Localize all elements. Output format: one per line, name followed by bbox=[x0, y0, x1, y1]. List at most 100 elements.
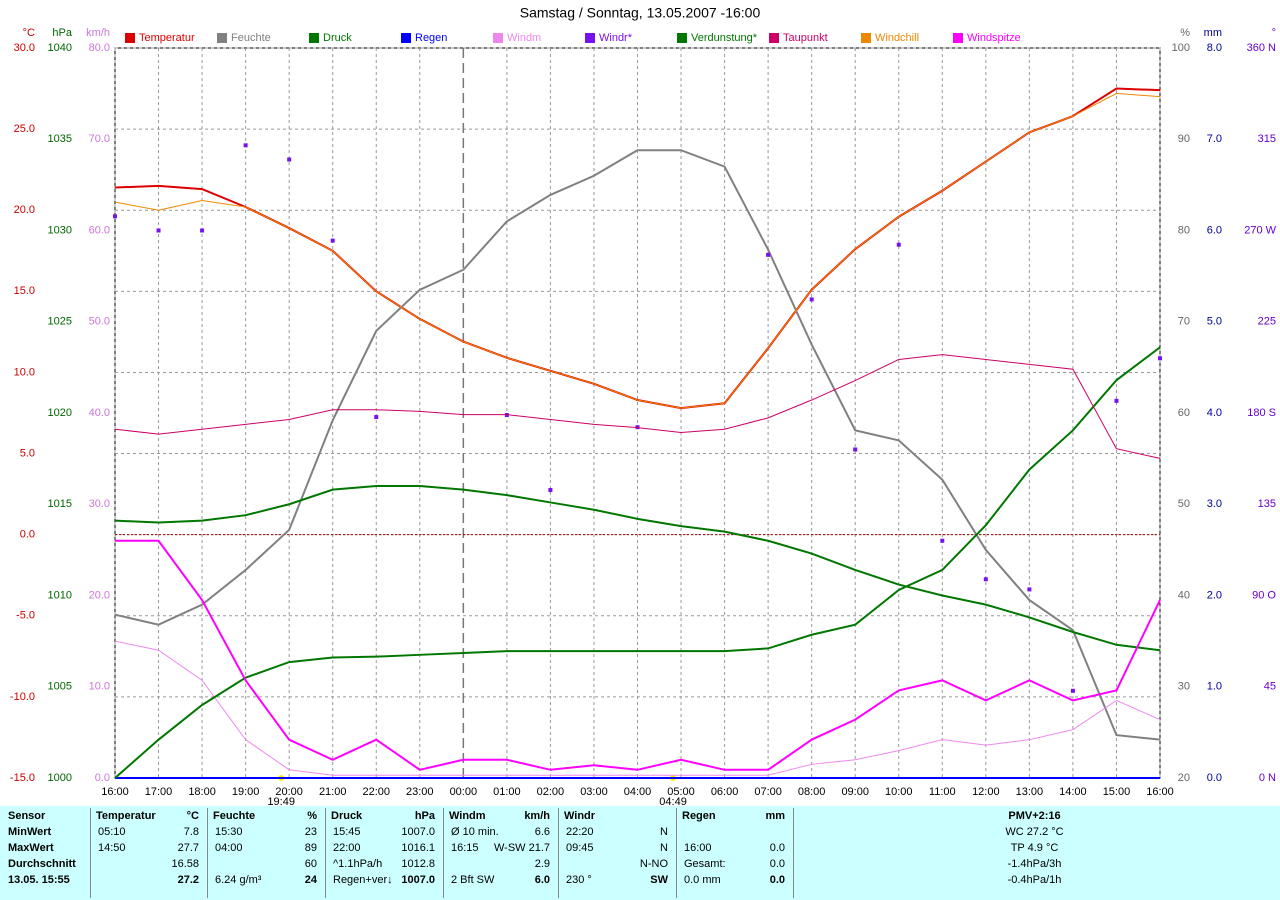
legend-label: Druck bbox=[323, 32, 352, 44]
x-tick-label: 15:00 bbox=[1103, 786, 1131, 798]
x-tick-label: 08:00 bbox=[798, 786, 826, 798]
y-tick-label: 0.0 bbox=[20, 529, 35, 541]
table-text: 0.0 bbox=[769, 842, 785, 854]
y-tick-label: 360 N bbox=[1247, 42, 1276, 54]
table-text: TP 4.9 °C bbox=[1010, 842, 1059, 854]
table-text: 15:45 bbox=[333, 826, 361, 838]
table-text: km/h bbox=[524, 810, 550, 822]
table-text: Sensor bbox=[8, 810, 46, 822]
y-tick-label: 3.0 bbox=[1207, 498, 1222, 510]
axis-unit: ° bbox=[1272, 27, 1276, 39]
y-tick-label: 8.0 bbox=[1207, 42, 1222, 54]
y-tick-label: 25.0 bbox=[14, 123, 35, 135]
y-tick-label: 1.0 bbox=[1207, 681, 1222, 693]
table-text: -0.4hPa/1h bbox=[1007, 874, 1062, 886]
wind-dir-dot bbox=[1027, 587, 1032, 592]
wind-dir-dot bbox=[287, 157, 292, 162]
table-text: 6.6 bbox=[534, 826, 550, 838]
column-separator bbox=[207, 808, 208, 898]
y-tick-label: 1005 bbox=[48, 681, 72, 693]
legend-label: Windr* bbox=[599, 32, 633, 44]
y-tick-label: 180 S bbox=[1247, 407, 1276, 419]
x-tick-label: 04:00 bbox=[624, 786, 652, 798]
legend-label: Feuchte bbox=[231, 32, 271, 44]
legend-label: Windspitze bbox=[967, 32, 1021, 44]
table-text: Durchschnitt bbox=[8, 858, 76, 870]
table-text: 09:45 bbox=[566, 842, 594, 854]
table-text: N bbox=[660, 842, 668, 854]
table-text: 230 ° bbox=[566, 874, 592, 886]
series-line bbox=[114, 640, 1161, 776]
table-text: Ø 10 min. bbox=[451, 826, 499, 838]
legend-swatch bbox=[585, 33, 595, 43]
x-tick-label: 21:00 bbox=[319, 786, 347, 798]
y-tick-label: 100 bbox=[1172, 42, 1190, 54]
legend-swatch bbox=[953, 33, 963, 43]
y-tick-label: -15.0 bbox=[10, 772, 35, 784]
y-tick-label: 40.0 bbox=[89, 407, 110, 419]
x-tick-label: 05:00 bbox=[667, 786, 695, 798]
y-tick-label: 30.0 bbox=[14, 42, 35, 54]
table-text: N-NO bbox=[639, 858, 668, 870]
y-tick-label: 80.0 bbox=[89, 42, 110, 54]
y-tick-label: 60.0 bbox=[89, 224, 110, 236]
y-tick-label: 70 bbox=[1178, 316, 1190, 328]
y-tick-label: 30.0 bbox=[89, 498, 110, 510]
x-tick-label: 14:00 bbox=[1059, 786, 1087, 798]
table-text: 27.7 bbox=[177, 842, 199, 854]
y-tick-label: 0 N bbox=[1259, 772, 1276, 784]
wind-dir-dot bbox=[1070, 688, 1075, 693]
wind-dir-dot bbox=[330, 238, 335, 243]
legend-label: Verdunstung* bbox=[691, 32, 758, 44]
table-text: Feuchte bbox=[213, 810, 256, 822]
table-text: 1012.8 bbox=[401, 858, 435, 870]
y-tick-label: 135 bbox=[1258, 498, 1276, 510]
column-separator bbox=[676, 808, 677, 898]
table-text: -1.4hPa/3h bbox=[1007, 858, 1062, 870]
table-text: 16.58 bbox=[171, 858, 199, 870]
chart: Samstag / Sonntag, 13.05.2007 -16:00 °C 3… bbox=[10, 5, 1277, 808]
legend-label: Taupunkt bbox=[783, 32, 828, 44]
x-tick-label: 01:00 bbox=[493, 786, 521, 798]
series-line bbox=[114, 485, 1161, 652]
table-text: 04:00 bbox=[215, 842, 243, 854]
y-tick-label: 1015 bbox=[48, 498, 72, 510]
summary-table: Sensor Temperatur °C Feuchte% Druck hPa Windm k… bbox=[0, 806, 1280, 900]
wind-dir-dot bbox=[766, 252, 771, 257]
y-tick-label: 20.0 bbox=[89, 589, 110, 601]
table-text: 13.05. 15:55 bbox=[8, 874, 70, 886]
table-text: W-SW 21.7 bbox=[493, 842, 550, 854]
legend-swatch bbox=[677, 33, 687, 43]
y-tick-label: 20.0 bbox=[14, 204, 35, 216]
sun-time: 04:49 bbox=[659, 796, 687, 806]
table-text: 23 bbox=[304, 826, 317, 838]
axis-unit: % bbox=[1180, 27, 1190, 39]
x-tick-label: 10:00 bbox=[885, 786, 913, 798]
x-tick-label: 06:00 bbox=[711, 786, 739, 798]
table-text: Windr bbox=[564, 810, 596, 822]
legend-label: Windchill bbox=[875, 32, 919, 44]
x-tick-label: 17:00 bbox=[145, 786, 173, 798]
wind-dir-dot bbox=[809, 297, 814, 302]
table-text: 05:10 bbox=[98, 826, 126, 838]
y-tick-label: 30 bbox=[1178, 681, 1190, 693]
y-tick-label: 40 bbox=[1178, 589, 1190, 601]
y-tick-label: 20 bbox=[1178, 772, 1190, 784]
legend-label: Regen bbox=[415, 32, 447, 44]
wind-dir-dot bbox=[896, 242, 901, 247]
wind-dir-dot bbox=[374, 415, 379, 420]
x-tick-label: 00:00 bbox=[450, 786, 478, 798]
table-text: ^1.1hPa/h bbox=[333, 858, 383, 870]
x-tick-label: 16:00 bbox=[101, 786, 129, 798]
table-text: 60 bbox=[304, 858, 317, 870]
legend-label: Temperatur bbox=[139, 32, 195, 44]
table-text: 1016.1 bbox=[401, 842, 435, 854]
legend-swatch bbox=[493, 33, 503, 43]
table-text: Windm bbox=[449, 810, 486, 822]
wind-dir-dot bbox=[940, 538, 945, 543]
table-text: 27.2 bbox=[177, 874, 199, 886]
legend-swatch bbox=[309, 33, 319, 43]
table-text: 14:50 bbox=[98, 842, 126, 854]
y-tick-label: 1010 bbox=[48, 589, 72, 601]
x-tick-label: 16:00 bbox=[1146, 786, 1174, 798]
